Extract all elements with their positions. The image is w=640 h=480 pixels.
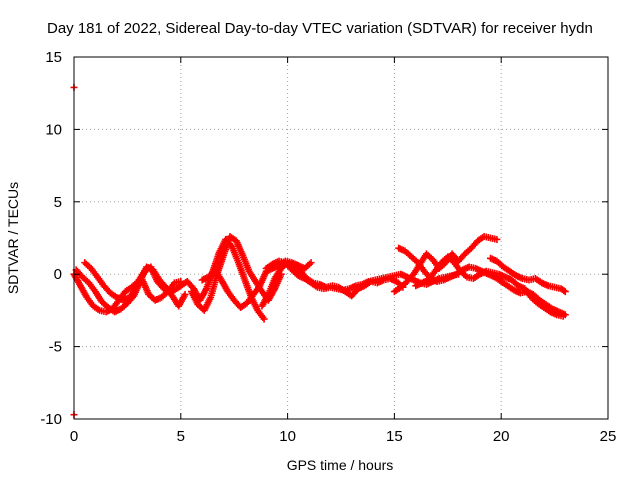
y-tick-label: 10 — [45, 121, 62, 138]
plot-frame — [73, 56, 609, 420]
y-tick-label: -5 — [49, 339, 62, 356]
data-point — [307, 259, 315, 267]
data-point — [561, 288, 569, 296]
y-tick-label: 15 — [45, 49, 62, 66]
chart-title: Day 181 of 2022, Sidereal Day-to-day VTE… — [47, 20, 593, 37]
series-track-3 — [81, 259, 185, 304]
series-track-4 — [177, 235, 268, 323]
x-axis-label: GPS time / hours — [287, 457, 394, 473]
data-point — [560, 287, 568, 295]
y-tick-label: 5 — [54, 194, 62, 211]
data-point — [260, 315, 268, 323]
data-point — [181, 290, 189, 298]
x-tick-label: 15 — [386, 428, 403, 445]
x-tick-label: 0 — [70, 428, 78, 445]
data-point — [493, 235, 501, 243]
x-tick-label: 5 — [177, 428, 185, 445]
series-track-10 — [390, 233, 501, 296]
y-axis-label: SDTVAR / TECUs — [5, 182, 21, 294]
x-tick-label: 20 — [493, 428, 510, 445]
y-tick-label: -10 — [40, 411, 62, 428]
x-tick-label: 25 — [600, 428, 617, 445]
series-track-12 — [487, 254, 569, 296]
series-track-11 — [412, 253, 567, 320]
data-point — [559, 312, 567, 320]
y-tick-label: 0 — [54, 266, 62, 283]
tick-labels: 0 5 10 15 20 25 -10 -5 0 5 10 15 — [40, 49, 616, 445]
x-tick-label: 10 — [279, 428, 296, 445]
axis-ticks — [73, 56, 609, 420]
